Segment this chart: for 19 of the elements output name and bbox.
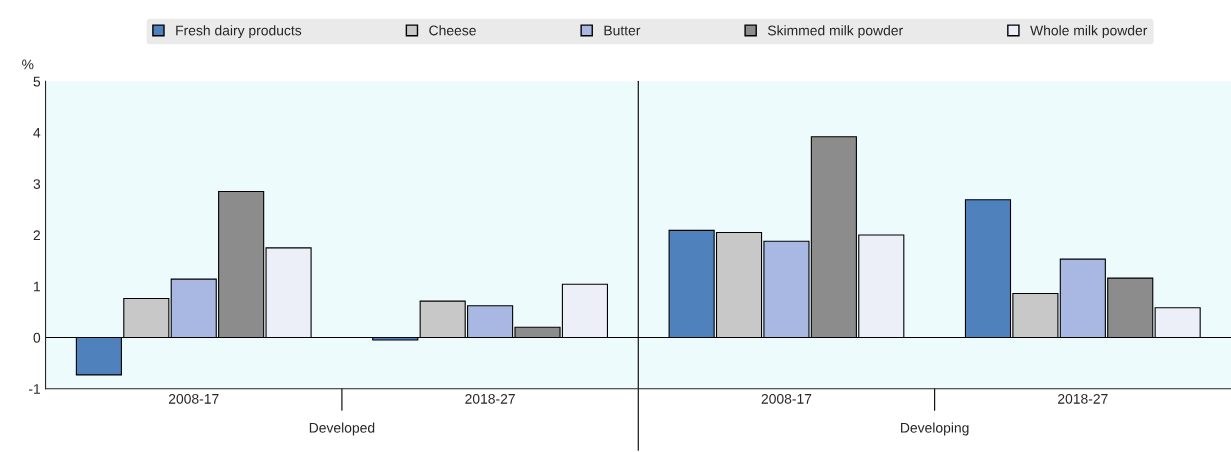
- y-axis-title: %: [22, 59, 34, 70]
- legend-label: Whole milk powder: [1030, 25, 1148, 39]
- legend-label: Butter: [604, 25, 641, 36]
- y-tick-label: 4: [33, 128, 41, 138]
- legend-label: Fresh dairy products: [176, 25, 302, 39]
- text: Developing: [901, 422, 969, 436]
- y-tick-label: 0: [33, 332, 41, 343]
- text: Developed: [309, 422, 375, 436]
- y-tick-label: 3: [33, 179, 41, 189]
- legend-label: Skimmed milk powder: [767, 25, 903, 39]
- y-tick-label: 2: [33, 230, 40, 241]
- x-tick-label: 2008-17: [761, 393, 812, 404]
- x-tick-label: 2018-27: [1058, 393, 1108, 404]
- y-tick-label: 1: [34, 281, 41, 292]
- x-tick-label: 2018-27: [465, 393, 515, 404]
- y-tick-label: -1: [28, 384, 41, 394]
- legend-label: Cheese: [429, 25, 476, 36]
- y-tick-label: 5: [33, 76, 41, 87]
- x-tick-label: 2008-17: [168, 393, 219, 404]
